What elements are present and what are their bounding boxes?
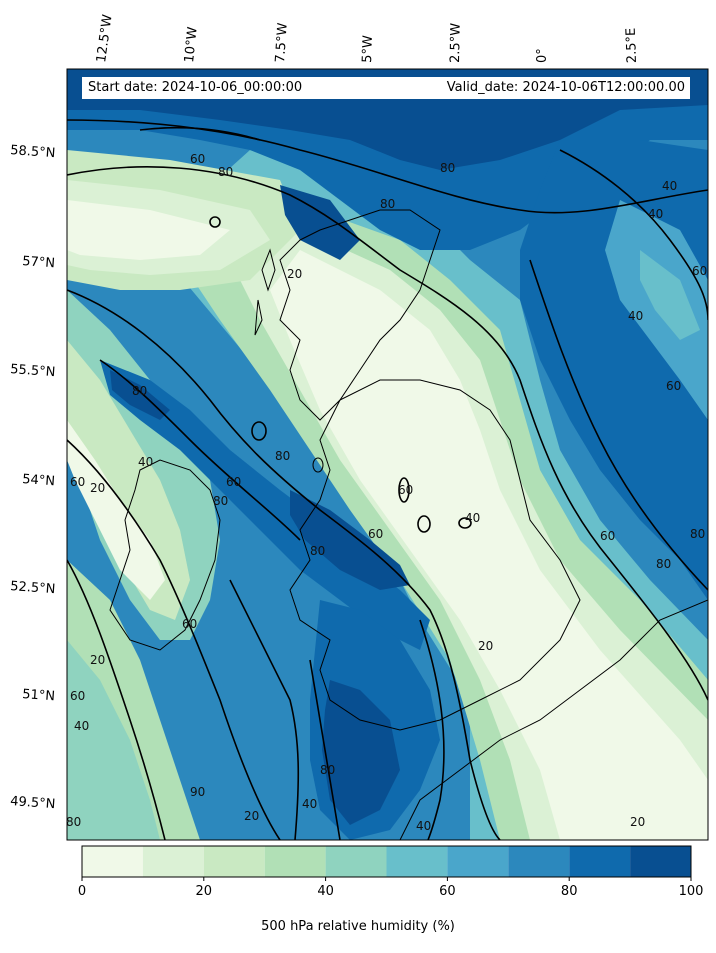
map-border [66, 68, 709, 841]
lat-label: 55.5°N [10, 362, 56, 380]
lon-label: 0° [535, 48, 550, 63]
contour-label: 20 [90, 481, 105, 495]
colorbar-tick-label: 0 [78, 884, 86, 899]
valid-date-label: Valid_date: 2024-10-06T12:00:00.00 [446, 80, 685, 95]
contour-label: 40 [662, 179, 677, 193]
contour-label: 80 [656, 557, 671, 571]
colorbar-tick-label: 80 [561, 884, 578, 899]
colorbar-tick-label: 40 [317, 884, 334, 899]
contour-label: 60 [398, 483, 413, 497]
contour-label: 60 [182, 617, 197, 631]
colorbar-swatch [447, 846, 509, 877]
contour-label: 80 [218, 165, 233, 179]
contour-label: 60 [600, 529, 615, 543]
contour-label: 20 [287, 267, 302, 281]
contour-label: 80 [213, 494, 228, 508]
lon-label: 10°W [182, 26, 201, 63]
colorbar-ticks: 0 20 40 60 80 100 [78, 877, 704, 899]
colorbar-swatch [264, 846, 326, 877]
colorbar-swatch [325, 846, 387, 877]
contour-label: 80 [310, 544, 325, 558]
lat-label: 57°N [22, 254, 56, 271]
colorbar-swatch [569, 846, 631, 877]
lon-label: 2.5°W [448, 23, 464, 63]
humidity-field [67, 69, 708, 840]
latitude-axis: 58.5°N 57°N 55.5°N 54°N 52.5°N 51°N 49.5… [10, 143, 56, 812]
colorbar-tick-label: 60 [439, 884, 456, 899]
colorbar-swatch [203, 846, 265, 877]
lat-label: 58.5°N [10, 143, 56, 161]
colorbar-title: 500 hPa relative humidity (%) [261, 919, 455, 934]
lon-label: 5°W [360, 35, 376, 63]
colorbar-swatch [142, 846, 204, 877]
lon-label: 7.5°W [273, 22, 291, 63]
contour-label: 40 [138, 455, 153, 469]
date-info-box: Start date: 2024-10-06_00:00:00 Valid_da… [82, 77, 690, 99]
colorbar-swatch [508, 846, 570, 877]
contour-label: 40 [416, 819, 431, 833]
colorbar-border [81, 845, 692, 878]
contour-label: 40 [628, 309, 643, 323]
contour-label: 20 [630, 815, 645, 829]
colorbar [81, 845, 692, 878]
contour-label: 40 [74, 719, 89, 733]
contour-label: 60 [70, 475, 85, 489]
lat-label: 54°N [22, 472, 56, 489]
contour-label: 80 [440, 161, 455, 175]
contour-label: 20 [244, 809, 259, 823]
contour-label: 60 [368, 527, 383, 541]
contour-label: 40 [302, 797, 317, 811]
contour-label: 90 [190, 785, 205, 799]
lon-label: 12.5°W [94, 13, 116, 63]
colorbar-swatch [386, 846, 448, 877]
contour-label: 80 [320, 763, 335, 777]
contour-labels: 60 80 80 80 40 40 60 40 60 80 20 80 40 6… [66, 152, 707, 833]
longitude-axis: 12.5°W 10°W 7.5°W 5°W 2.5°W 0° 2.5°E [94, 13, 640, 63]
contour-label: 60 [190, 152, 205, 166]
colorbar-tick-label: 20 [196, 884, 213, 899]
contour-label: 80 [132, 384, 147, 398]
contour-lines [67, 119, 708, 840]
lat-label: 51°N [22, 687, 56, 704]
contour-label: 60 [692, 264, 707, 278]
contour-label: 40 [465, 511, 480, 525]
contour-label: 80 [66, 815, 81, 829]
contour-label: 40 [648, 207, 663, 221]
colorbar-swatch [630, 846, 691, 877]
lat-label: 49.5°N [10, 794, 56, 812]
colorbar-tick-label: 100 [679, 884, 704, 899]
coastlines [109, 209, 708, 840]
contour-label: 80 [275, 449, 290, 463]
contour-label: 20 [478, 639, 493, 653]
lon-label: 2.5°E [624, 27, 640, 63]
lat-label: 52.5°N [10, 579, 56, 597]
contour-label: 60 [666, 379, 681, 393]
contour-label: 60 [226, 475, 241, 489]
contour-label: 80 [690, 527, 705, 541]
start-date-label: Start date: 2024-10-06_00:00:00 [88, 80, 303, 95]
contour-label: 20 [90, 653, 105, 667]
contour-label: 60 [70, 689, 85, 703]
colorbar-swatch [82, 846, 143, 877]
contour-label: 80 [380, 197, 395, 211]
